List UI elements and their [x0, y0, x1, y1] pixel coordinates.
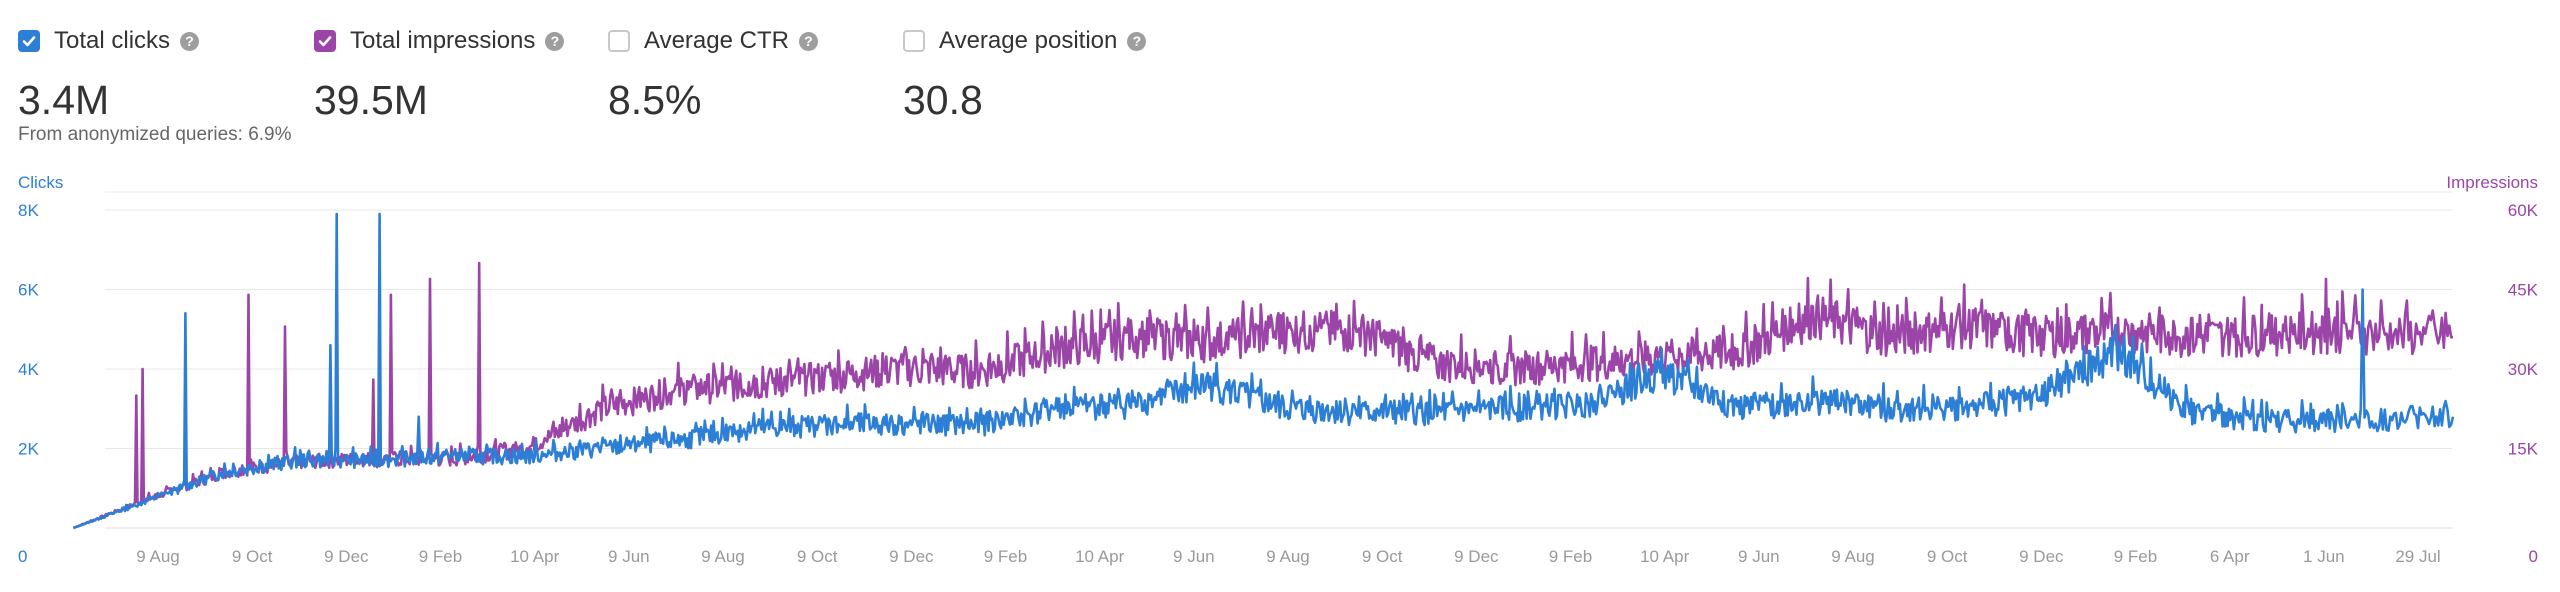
average-position-value: 30.8	[903, 77, 983, 123]
average-position-checkbox[interactable]	[903, 30, 925, 52]
right-axis-title: Impressions	[2446, 173, 2538, 192]
checkmark-icon	[22, 36, 36, 47]
left-axis-tick: 8K	[18, 201, 39, 220]
chart-grid	[105, 191, 2452, 529]
x-axis-tick: 9 Aug	[1831, 547, 1875, 566]
x-axis-tick: 9 Oct	[797, 547, 838, 566]
left-axis-tick: 6K	[18, 281, 39, 300]
series-layer	[72, 212, 2455, 530]
right-axis-tick: 0	[2529, 547, 2538, 566]
x-axis-tick: 9 Jun	[1738, 547, 1780, 566]
total-impressions-checkbox[interactable]	[314, 30, 336, 52]
help-icon[interactable]: ?	[545, 31, 565, 51]
x-axis-tick: 9 Dec	[2019, 547, 2064, 566]
right-axis-tick: 60K	[2508, 201, 2539, 220]
axis-labels: Clicks Impressions 0 2K 4K 6K 8K 0 15K 30K 45K 60K 9…	[18, 173, 2539, 566]
right-axis-tick: 15K	[2508, 440, 2539, 459]
x-axis-tick: 10 Apr	[510, 547, 559, 566]
anonymized-queries-note: From anonymized queries: 6.9%	[18, 124, 292, 145]
x-axis-tick: 10 Apr	[1075, 547, 1124, 566]
left-axis-tick: 2K	[18, 440, 39, 459]
average-ctr-label: Average CTR	[644, 27, 789, 54]
metric-average-position[interactable]: Average position ? 30.8	[903, 26, 1147, 123]
x-axis-tick: 9 Aug	[136, 547, 180, 566]
help-icon[interactable]: ?	[1127, 31, 1147, 51]
x-axis-tick: 9 Oct	[1927, 547, 1968, 566]
series-line-impressions	[72, 261, 2453, 530]
x-axis-tick: 9 Dec	[1454, 547, 1499, 566]
x-axis-tick: 29 Jul	[2395, 547, 2440, 566]
average-position-label: Average position	[939, 27, 1118, 54]
total-clicks-checkbox[interactable]	[18, 30, 40, 52]
x-axis-tick: 9 Dec	[324, 547, 369, 566]
x-axis-tick: 6 Apr	[2210, 547, 2250, 566]
average-ctr-value: 8.5%	[608, 77, 702, 123]
x-axis-tick: 9 Jun	[1173, 547, 1215, 566]
metric-average-ctr[interactable]: Average CTR ? 8.5%	[608, 26, 818, 122]
x-axis-tick: 9 Jun	[608, 547, 650, 566]
left-axis-tick: 0	[18, 547, 27, 566]
x-axis-tick: 9 Oct	[1362, 547, 1403, 566]
left-axis-tick: 4K	[18, 360, 39, 379]
left-axis-title: Clicks	[18, 173, 63, 192]
performance-chart: Clicks Impressions 0 2K 4K 6K 8K 0 15K 30K 45K 60K 9…	[0, 160, 2560, 592]
total-clicks-label: Total clicks	[54, 27, 171, 54]
x-axis-tick: 10 Apr	[1640, 547, 1689, 566]
right-axis-tick: 45K	[2508, 281, 2539, 300]
total-clicks-value: 3.4M	[18, 77, 110, 123]
x-axis-tick: 9 Dec	[889, 547, 934, 566]
chart-svg: Clicks Impressions 0 2K 4K 6K 8K 0 15K 30K 45K 60K 9…	[18, 173, 2539, 566]
total-impressions-value: 39.5M	[314, 77, 428, 123]
metric-total-impressions[interactable]: Total impressions ? 39.5M	[314, 26, 565, 123]
checkmark-icon	[318, 36, 332, 47]
x-axis-tick: 9 Aug	[1266, 547, 1310, 566]
right-axis-tick: 30K	[2508, 360, 2539, 379]
x-axis-tick: 9 Feb	[419, 547, 462, 566]
series-line-clicks	[72, 212, 2455, 530]
help-icon[interactable]: ?	[180, 31, 200, 51]
x-axis-tick: 9 Feb	[1549, 547, 1592, 566]
x-axis-tick: 9 Aug	[701, 547, 745, 566]
help-icon[interactable]: ?	[798, 31, 818, 51]
average-ctr-checkbox[interactable]	[608, 30, 630, 52]
x-axis-tick: 9 Feb	[984, 547, 1027, 566]
total-impressions-label: Total impressions	[350, 27, 536, 54]
metric-total-clicks[interactable]: Total clicks ? 3.4M	[18, 26, 200, 123]
x-axis-tick: 1 Jun	[2303, 547, 2345, 566]
x-axis-tick: 9 Feb	[2114, 547, 2157, 566]
x-axis-tick: 9 Oct	[232, 547, 273, 566]
